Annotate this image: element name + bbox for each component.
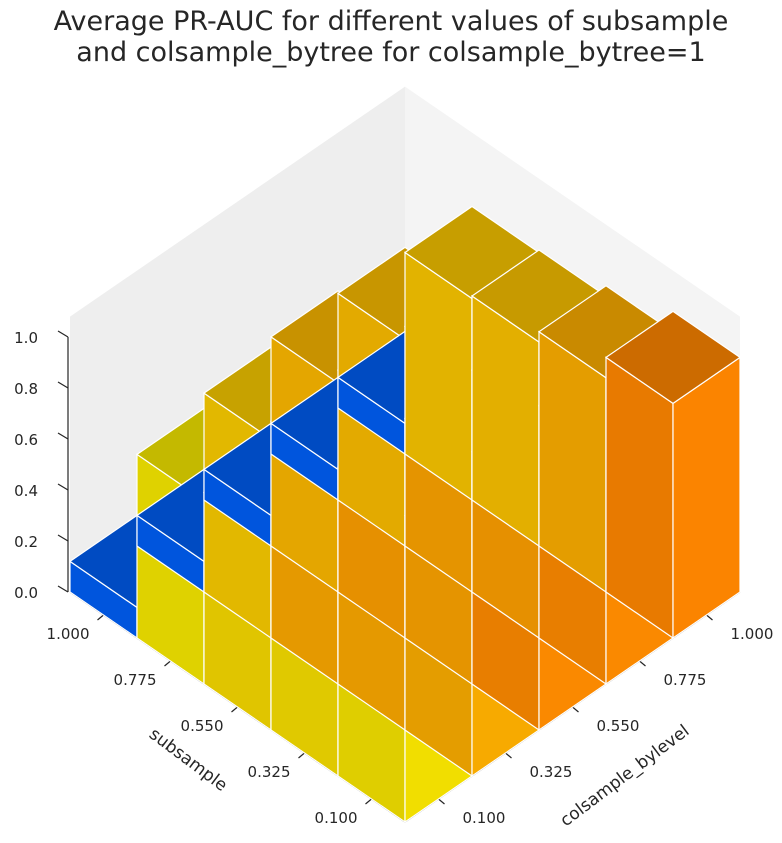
z-tick-mark bbox=[57, 432, 69, 440]
x-tick-mark bbox=[365, 798, 372, 805]
bar-left-face bbox=[605, 356, 674, 640]
z-tick-mark bbox=[57, 483, 69, 491]
z-tick-label: 1.0 bbox=[14, 329, 38, 347]
z-tick-label: 0.2 bbox=[14, 533, 38, 551]
y-tick-mark bbox=[706, 614, 713, 621]
z-tick-mark bbox=[57, 585, 69, 593]
y-tick-mark bbox=[572, 706, 579, 713]
y-tick-label: 1.000 bbox=[731, 625, 774, 643]
y-tick-label: 0.325 bbox=[530, 763, 573, 781]
z-tick-mark bbox=[57, 381, 69, 389]
z-tick-label: 0.0 bbox=[14, 584, 38, 602]
bar bbox=[604, 310, 742, 640]
x-tick-mark bbox=[231, 706, 238, 713]
x-tick-label: 0.100 bbox=[315, 809, 358, 827]
y-axis-label: colsample_bylevel bbox=[557, 721, 694, 831]
chart-title: Average PR-AUC for different values of s… bbox=[53, 6, 729, 68]
x-tick-mark bbox=[298, 752, 305, 759]
x-tick-label: 0.550 bbox=[181, 717, 224, 735]
bars bbox=[68, 205, 742, 824]
bar-top-face bbox=[604, 310, 742, 405]
x-tick-label: 0.325 bbox=[248, 763, 291, 781]
z-tick-mark bbox=[57, 534, 69, 542]
x-tick-label: 0.775 bbox=[114, 671, 157, 689]
z-tick-label: 0.4 bbox=[14, 482, 38, 500]
y-tick-mark bbox=[438, 798, 445, 805]
y-tick-label: 0.550 bbox=[597, 717, 640, 735]
y-tick-mark bbox=[639, 660, 646, 667]
y-tick-label: 0.775 bbox=[664, 671, 707, 689]
x-tick-mark bbox=[97, 614, 104, 621]
y-tick-mark bbox=[505, 752, 512, 759]
x-tick-label: 1.000 bbox=[47, 625, 90, 643]
bar-right-face bbox=[672, 356, 741, 640]
z-tick-label: 0.8 bbox=[14, 380, 38, 398]
z-tick-label: 0.6 bbox=[14, 431, 38, 449]
y-tick-label: 0.100 bbox=[463, 809, 506, 827]
x-tick-mark bbox=[164, 660, 171, 667]
z-tick-mark bbox=[57, 330, 69, 338]
